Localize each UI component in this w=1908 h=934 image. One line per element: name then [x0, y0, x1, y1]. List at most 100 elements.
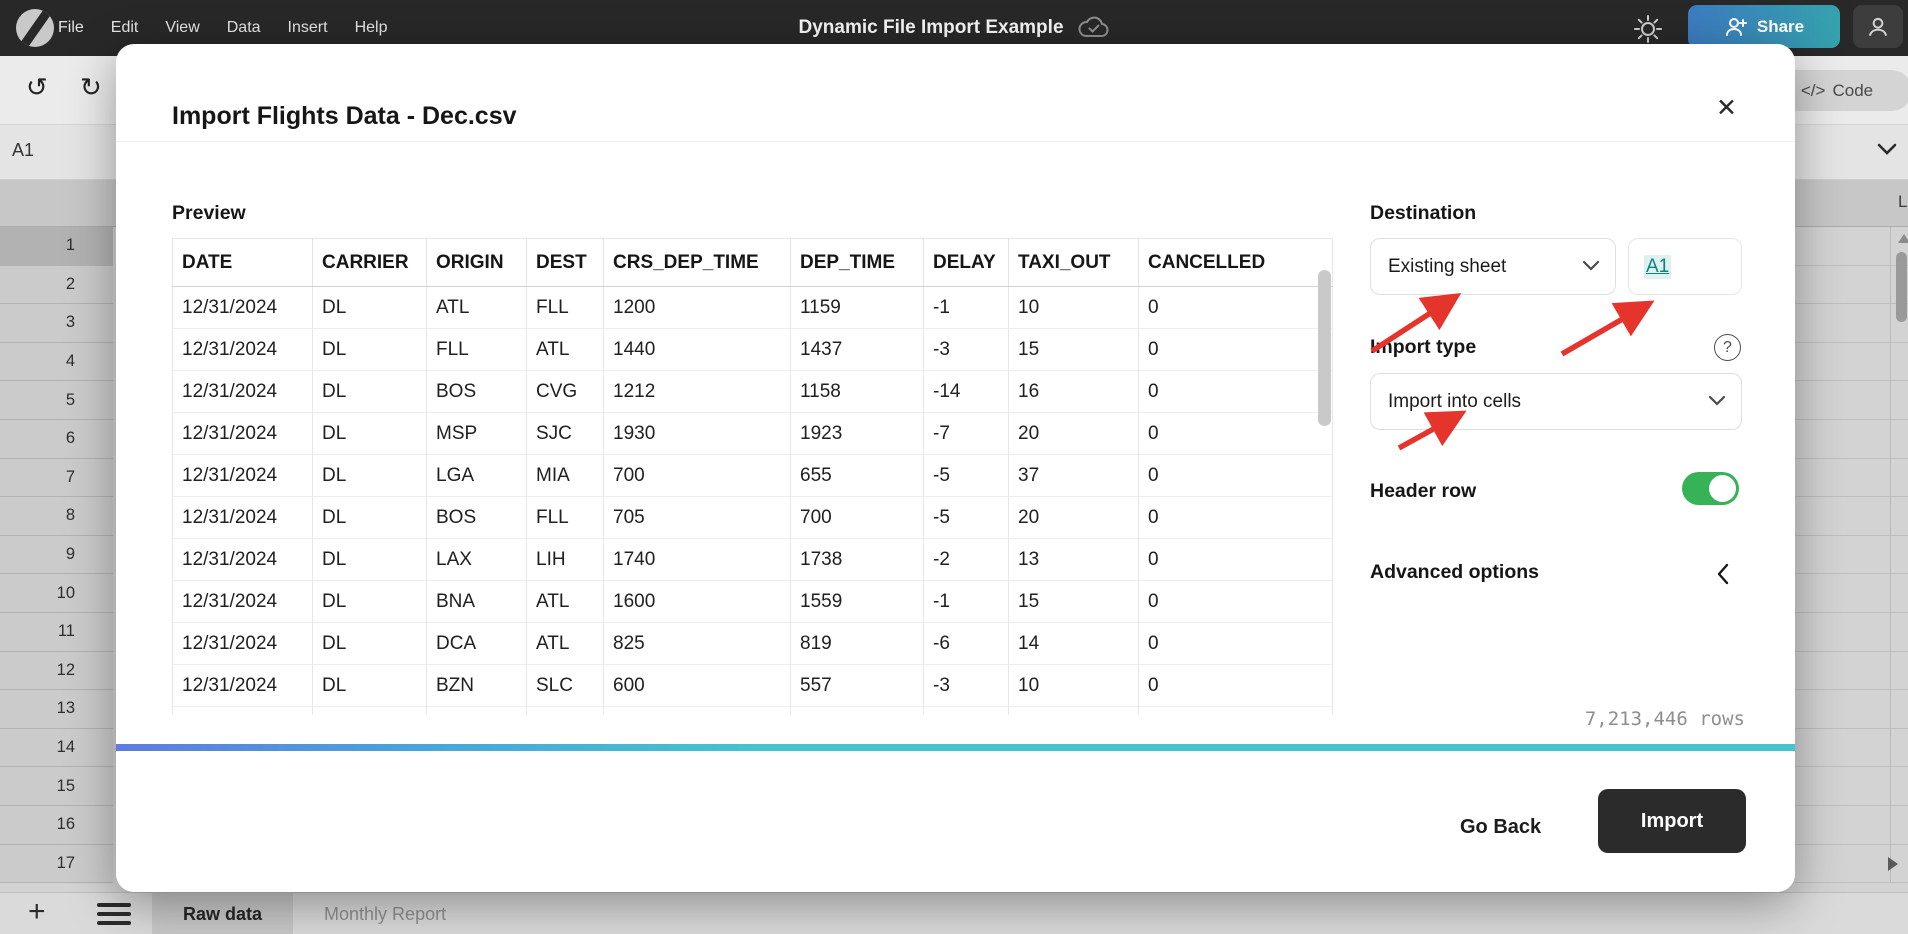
col-header-carrier: CARRIER	[312, 238, 427, 287]
grid-cell	[1795, 342, 1908, 382]
help-icon[interactable]: ?	[1714, 334, 1741, 361]
share-button[interactable]: Share	[1688, 5, 1840, 48]
menu-view[interactable]: View	[165, 19, 200, 36]
grid-cell	[1795, 767, 1908, 806]
progress-bar	[116, 744, 1795, 751]
menu-edit[interactable]: Edit	[110, 19, 139, 36]
table-row: 12/31/2024 DL LAX LIH 1740 1738 -2 13 0	[172, 538, 1333, 581]
menu-data[interactable]: Data	[226, 19, 261, 36]
col-header-crs_dep_time: CRS_DEP_TIME	[603, 238, 791, 287]
import-type-heading: Import type	[1370, 336, 1477, 358]
share-label: Share	[1756, 16, 1805, 36]
preview-table-body: 12/31/2024 DL ATL FLL 1200 1159 -1 10 0 12/31/202…	[172, 286, 1333, 715]
row-header-16[interactable]: 16	[0, 805, 113, 845]
sheet-bar: + Raw data Monthly Report	[0, 892, 1908, 934]
grid-cell	[1795, 227, 1908, 266]
row-header-15[interactable]: 15	[0, 767, 113, 806]
preview-table: DATE CARRIER ORIGIN DEST CRS_DEP_TIME DEP_TIM…	[172, 238, 1333, 715]
import-type-selected-value: Import into cells	[1388, 390, 1522, 412]
row-header-5[interactable]: 5	[0, 381, 113, 420]
row-count: 7,213,446 rows	[1584, 708, 1745, 730]
row-header-3[interactable]: 3	[0, 304, 113, 343]
grid-cell	[1795, 304, 1908, 343]
table-row: 12/31/2024 DL FLL ATL 1440 1437 -3 15 0	[172, 328, 1333, 371]
theme-toggle-icon[interactable]	[1632, 13, 1664, 45]
row-header-4[interactable]: 4	[0, 342, 113, 382]
scroll-up-arrow-icon[interactable]	[1898, 234, 1908, 243]
row-headers: 1 2 3 4 5 6 7 8 9 10 11 12 13 14 15 16 17	[0, 227, 113, 884]
toggle-knob	[1709, 475, 1736, 502]
preview-table-head: DATE CARRIER ORIGIN DEST CRS_DEP_TIME DEP_TIM…	[172, 238, 1333, 287]
sheet-list-icon[interactable]	[97, 903, 131, 930]
vertical-scrollbar[interactable]	[1896, 252, 1907, 322]
destination-cell-field[interactable]: A1	[1628, 238, 1742, 295]
table-row: 12/31/2024 DL BOS FLL 705 700 -5 20 0	[172, 496, 1333, 539]
row-header-9[interactable]: 9	[0, 535, 113, 575]
table-row: 12/31/2024 DL LGA MIA 700 655 -5 37 0	[172, 454, 1333, 497]
dialog-title: Import Flights Data - Dec.csv	[172, 102, 517, 130]
add-sheet-button[interactable]: +	[28, 895, 46, 928]
row-header-1[interactable]: 1	[0, 227, 113, 266]
chevron-left-icon[interactable]	[1716, 563, 1730, 585]
formula-bar-chevron-down-icon[interactable]	[1876, 142, 1898, 156]
close-icon[interactable]: ✕	[1716, 94, 1737, 122]
user-icon	[1868, 17, 1888, 36]
row-header-14[interactable]: 14	[0, 728, 113, 768]
grid-cell	[1795, 381, 1908, 420]
grid-cell	[1795, 535, 1908, 575]
advanced-options-label[interactable]: Advanced options	[1370, 561, 1540, 583]
document-title[interactable]: Dynamic File Import Example	[798, 17, 1064, 38]
avatar[interactable]	[1853, 5, 1903, 48]
tab-raw-data[interactable]: Raw data	[152, 893, 294, 934]
sheet-tabs: Raw data Monthly Report	[152, 893, 477, 934]
cell-reference-box[interactable]: A1	[12, 140, 35, 160]
cloud-saved-icon	[1078, 16, 1109, 37]
row-header-8[interactable]: 8	[0, 497, 113, 536]
grid-cell	[1795, 419, 1908, 459]
column-letter[interactable]: L	[1898, 192, 1908, 211]
chevron-down-icon	[1708, 395, 1726, 406]
go-back-button[interactable]: Go Back	[1460, 816, 1542, 838]
preview-table-scrollbar[interactable]	[1318, 270, 1331, 426]
grid-cell	[1795, 497, 1908, 536]
grid-cell	[1795, 458, 1908, 498]
table-row: 12/31/2024 DL BOS CVG 1212 1158 -14 16 0	[172, 370, 1333, 413]
add-user-icon	[1725, 17, 1747, 36]
undo-icon[interactable]: ↺	[26, 72, 48, 102]
code-label: Code	[1832, 80, 1874, 100]
import-button[interactable]: Import	[1598, 789, 1746, 853]
row-header-6[interactable]: 6	[0, 419, 113, 459]
grid-cell	[1795, 805, 1908, 845]
row-header-10[interactable]: 10	[0, 574, 113, 613]
grid-line	[1890, 227, 1891, 883]
row-header-7[interactable]: 7	[0, 458, 113, 498]
header-row-toggle[interactable]	[1682, 472, 1739, 505]
scroll-right-arrow-icon[interactable]	[1888, 857, 1898, 871]
redo-icon[interactable]: ↻	[80, 72, 102, 102]
menu-bar: File Edit View Data Insert Help	[58, 0, 387, 56]
destination-select[interactable]: Existing sheet	[1370, 238, 1616, 295]
destination-selected-value: Existing sheet	[1388, 255, 1507, 277]
menu-insert[interactable]: Insert	[287, 19, 328, 36]
destination-heading: Destination	[1370, 202, 1477, 224]
preview-heading: Preview	[172, 202, 246, 224]
code-glyph: </>	[1800, 80, 1826, 100]
table-row: 12/31/2024 DL MSP SJC 1930 1923 -7 20 0	[172, 412, 1333, 455]
table-row: 12/31/2024 DL ATL FLL 1200 1159 -1 10 0	[172, 286, 1333, 329]
menu-help[interactable]: Help	[354, 19, 388, 36]
menu-file[interactable]: File	[58, 19, 84, 36]
row-header-12[interactable]: 12	[0, 651, 113, 691]
row-header-2[interactable]: 2	[0, 265, 113, 305]
destination-cell-value[interactable]: A1	[1644, 254, 1672, 279]
import-type-select[interactable]: Import into cells	[1370, 373, 1742, 430]
table-row: 12/31/2024 DL BZN SLC 600 557 -3 10 0	[172, 664, 1333, 707]
app-logo-icon[interactable]	[16, 9, 54, 47]
row-header-13[interactable]: 13	[0, 690, 113, 729]
row-header-17[interactable]: 17	[0, 844, 113, 884]
col-header-taxi_out: TAXI_OUT	[1008, 238, 1139, 287]
import-dialog: Import Flights Data - Dec.csv ✕ Preview …	[116, 44, 1795, 892]
col-header-delay: DELAY	[923, 238, 1009, 287]
col-header-dest: DEST	[526, 238, 604, 287]
tab-monthly-report[interactable]: Monthly Report	[324, 903, 447, 924]
row-header-11[interactable]: 11	[0, 612, 113, 652]
